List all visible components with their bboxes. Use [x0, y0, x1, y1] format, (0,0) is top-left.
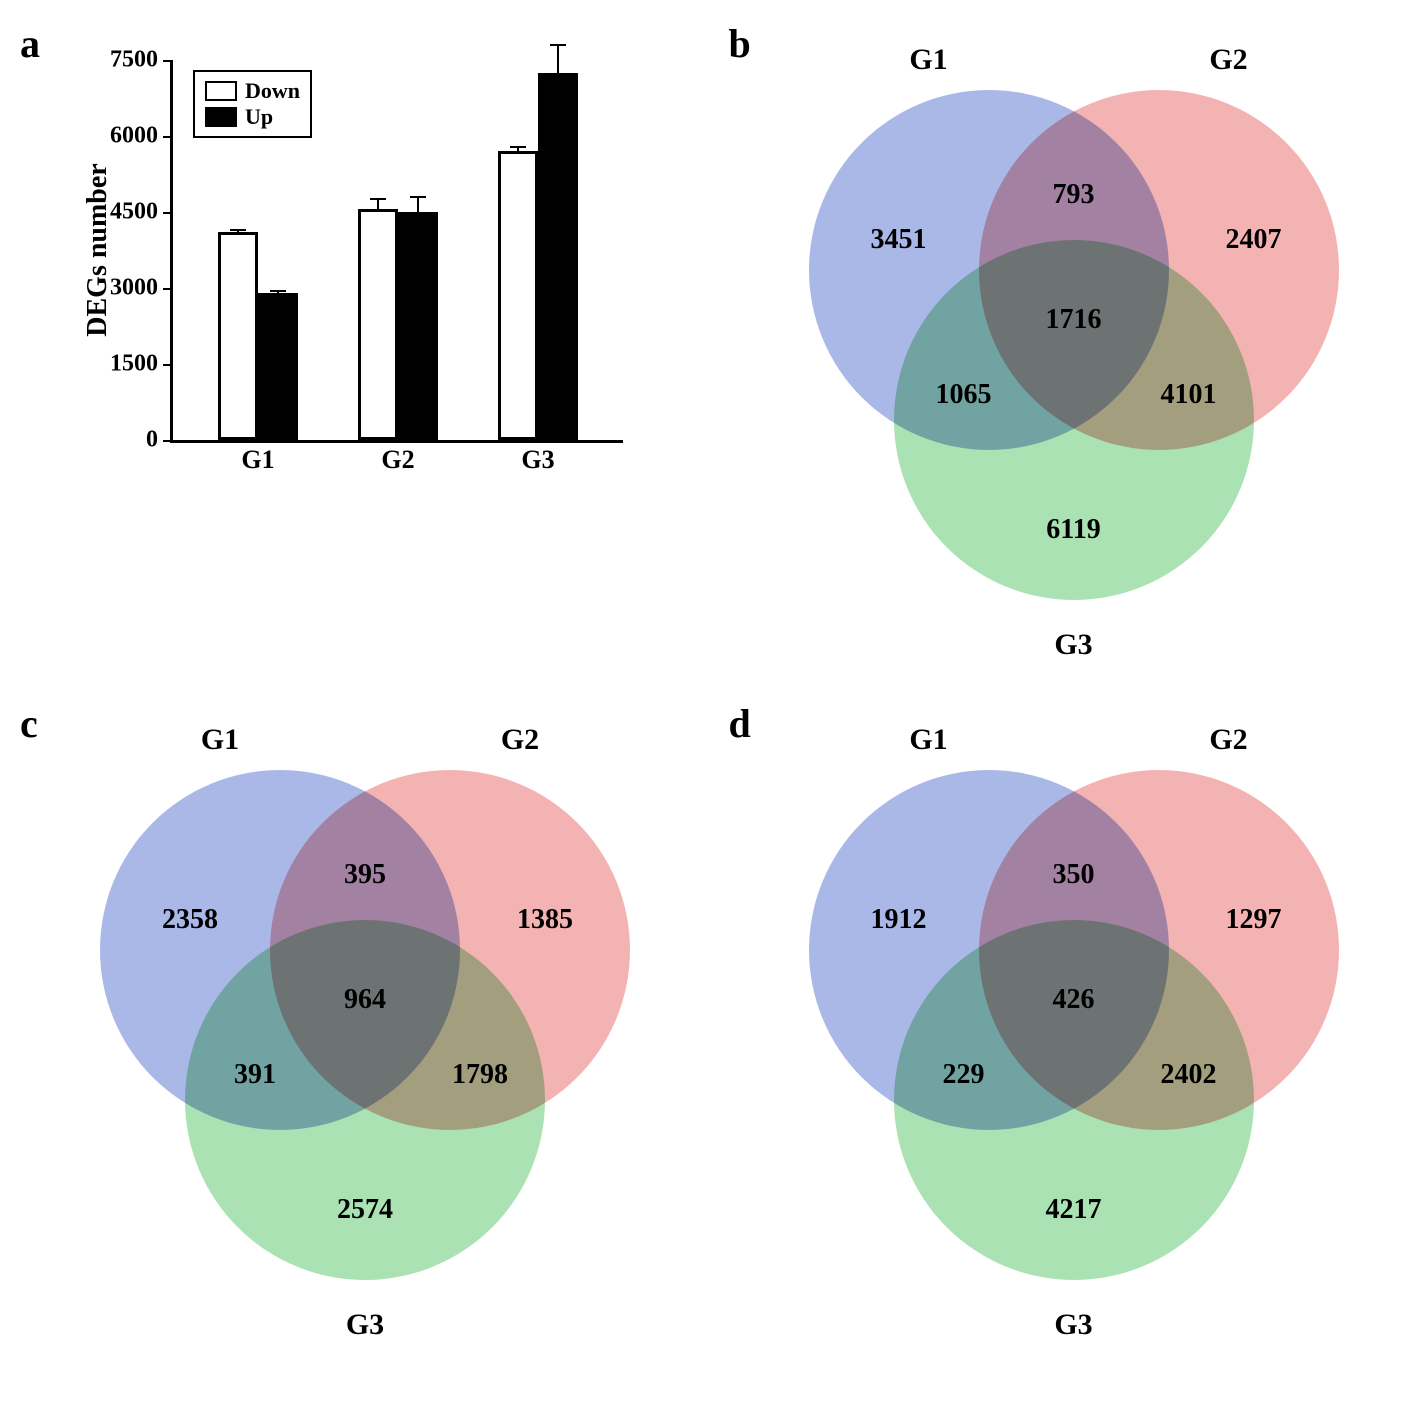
barchart-legend: Down Up	[193, 70, 312, 138]
venn-value-int23: 1798	[452, 1059, 508, 1091]
panel-a: a Down Up DEGs number 0 1500 3000 4500 6000 7…	[20, 20, 689, 660]
venn-value-only1: 2358	[162, 904, 218, 936]
legend-label-down: Down	[245, 78, 300, 104]
ytick-label: 4500	[88, 199, 158, 226]
panel-c: c G1G2G32358138525743953911798964	[20, 700, 689, 1340]
venn-d: G1 G2 G3 1912 1297 4217 350 229 2402 426	[729, 700, 1369, 1340]
barchart-plot-area: Down Up DEGs number 01500300045006000750…	[170, 60, 623, 443]
error-bar	[377, 199, 379, 209]
error-cap	[230, 229, 246, 231]
panel-a-label: a	[20, 20, 40, 67]
error-cap	[510, 146, 526, 148]
venn-value-int123: 964	[344, 984, 386, 1016]
ytick-label: 7500	[88, 47, 158, 74]
venn-value-int13: 1065	[936, 379, 992, 411]
ytick-label: 0	[88, 427, 158, 454]
venn-value-only2: 2407	[1226, 224, 1282, 256]
venn-value-only2: 1297	[1226, 904, 1282, 936]
legend-row-up: Up	[205, 104, 300, 130]
bar-down	[218, 232, 258, 440]
panel-d: d G1G2G31912129742173502292402426	[729, 700, 1398, 1340]
bar-up	[538, 73, 578, 440]
venn-value-int23: 2402	[1161, 1059, 1217, 1091]
xtick-label: G3	[521, 445, 554, 475]
panel-b: b G1G2G3345124076119793106541011716	[729, 20, 1398, 660]
legend-label-up: Up	[245, 104, 273, 130]
venn-value-int12: 395	[344, 859, 386, 891]
venn-value-only1: 3451	[871, 224, 927, 256]
venn-value-int13: 391	[234, 1059, 276, 1091]
venn-value-int123: 426	[1053, 984, 1095, 1016]
barchart: Down Up DEGs number 0 1500 3000 4500 6000 750…	[80, 50, 640, 510]
legend-swatch-down	[205, 81, 237, 101]
ytick	[163, 288, 173, 290]
bar-down	[358, 209, 398, 440]
venn-value-int13: 229	[943, 1059, 985, 1091]
ytick	[163, 212, 173, 214]
venn-value-only2: 1385	[517, 904, 573, 936]
venn-value-int123: 1716	[1046, 304, 1102, 336]
venn-value-only3: 2574	[337, 1194, 393, 1226]
venn-value-int12: 350	[1053, 859, 1095, 891]
venn-set-label-g3: G3	[1054, 1308, 1092, 1342]
ytick	[163, 364, 173, 366]
error-cap	[370, 198, 386, 200]
ytick-label: 1500	[88, 351, 158, 378]
venn-c: G1 G2 G3 2358 1385 2574 395 391 1798 964	[20, 700, 660, 1340]
xtick-label: G1	[241, 445, 274, 475]
venn-set-label-g1: G1	[201, 723, 239, 757]
venn-b: G1 G2 G3 3451 2407 6119 793 1065 4101 1716	[729, 20, 1369, 660]
error-bar	[557, 45, 559, 73]
venn-circle-g3	[894, 240, 1254, 600]
figure-grid: a Down Up DEGs number 0 1500 3000 4500 6000 7…	[20, 20, 1397, 1340]
bar-down	[498, 151, 538, 440]
venn-circle-g3	[185, 920, 545, 1280]
barchart-ylabel: DEGs number	[82, 163, 114, 336]
venn-value-only3: 4217	[1046, 1194, 1102, 1226]
ytick	[163, 60, 173, 62]
ytick	[163, 136, 173, 138]
venn-set-label-g2: G2	[1209, 43, 1247, 77]
error-bar	[417, 197, 419, 212]
bar-up	[258, 293, 298, 440]
venn-value-int12: 793	[1053, 179, 1095, 211]
venn-circle-g3	[894, 920, 1254, 1280]
ytick-label: 6000	[88, 123, 158, 150]
venn-value-only1: 1912	[871, 904, 927, 936]
venn-set-label-g3: G3	[346, 1308, 384, 1342]
venn-set-label-g1: G1	[909, 723, 947, 757]
venn-value-only3: 6119	[1046, 514, 1100, 546]
bar-up	[398, 212, 438, 440]
venn-set-label-g1: G1	[909, 43, 947, 77]
legend-row-down: Down	[205, 78, 300, 104]
error-cap	[270, 290, 286, 292]
xtick-label: G2	[381, 445, 414, 475]
error-cap	[410, 196, 426, 198]
ytick-label: 3000	[88, 275, 158, 302]
legend-swatch-up	[205, 107, 237, 127]
venn-set-label-g3: G3	[1054, 628, 1092, 662]
ytick	[163, 440, 173, 442]
venn-set-label-g2: G2	[1209, 723, 1247, 757]
venn-value-int23: 4101	[1161, 379, 1217, 411]
venn-set-label-g2: G2	[501, 723, 539, 757]
error-cap	[550, 44, 566, 46]
